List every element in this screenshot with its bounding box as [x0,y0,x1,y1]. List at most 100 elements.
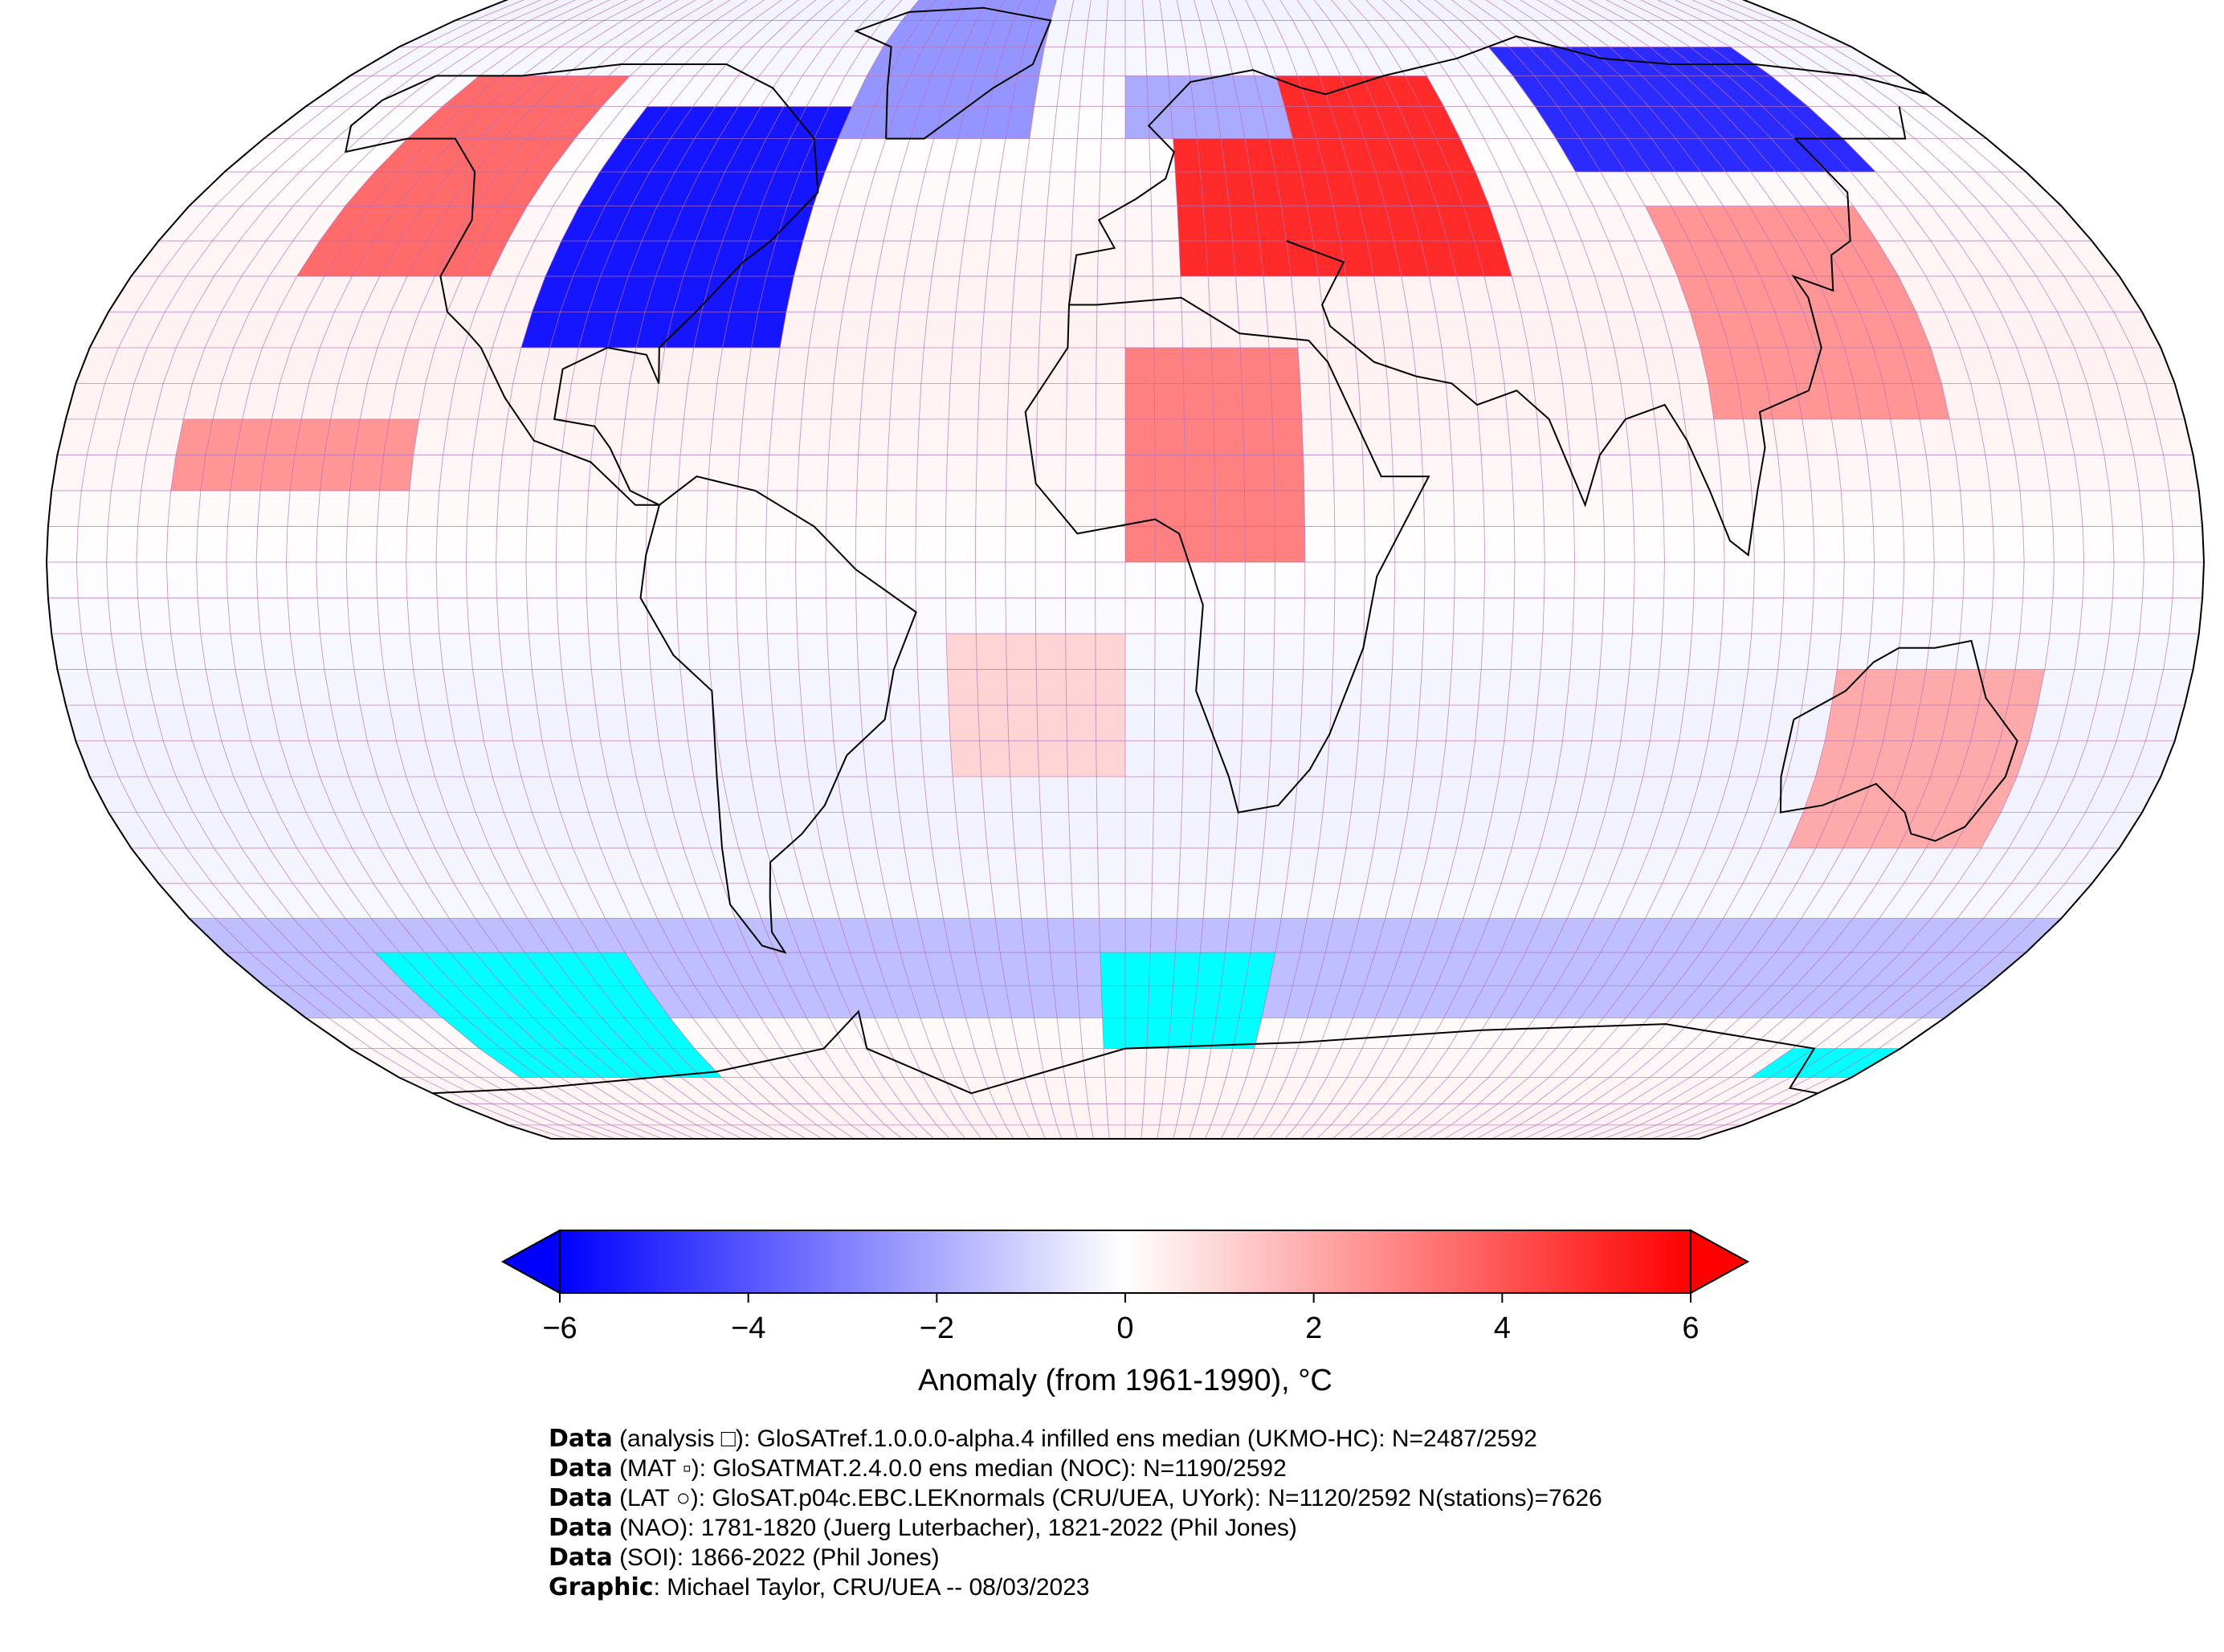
grid-cell [57,669,96,706]
colorbar-extend-max [1690,1229,1750,1295]
grid-cell [1663,75,1717,107]
grid-cell [1184,669,1214,706]
grid-cell [1365,1103,1405,1125]
grid-cell [1629,634,1663,670]
grid-cell [860,705,892,741]
grid-cell [802,1077,847,1104]
grid-cell [533,1018,587,1049]
grid-cell [1221,952,1251,986]
grid-cell [1263,812,1295,848]
grid-cell [696,1103,749,1125]
grid-cell [1413,740,1447,777]
grid-cell [1899,106,1963,139]
grid-cell [571,740,608,777]
grid-cell [1012,812,1043,848]
grid-cell [574,106,625,139]
grid-cell [2022,562,2055,598]
grid-cell [1769,848,1816,883]
grid-cell [1399,1103,1442,1125]
grid-cell [367,347,406,384]
grid-cell [1542,491,1574,527]
grid-cell [78,598,112,634]
graticule-meridian [795,0,950,1139]
grid-cell [1157,1124,1177,1139]
grid-cell [1743,848,1789,883]
grid-cell [278,276,324,312]
grid-cell [492,0,560,21]
grid-cell [646,526,677,562]
grid-cell [1813,526,1845,562]
grid-cell [1100,138,1125,172]
grid-cell [286,526,318,562]
grid-cell [1504,705,1537,741]
grid-cell [324,418,361,455]
grid-cell [616,491,648,527]
grid-cell [565,1048,622,1078]
grid-cell [622,985,671,1018]
grid-cell [797,455,829,491]
grid-cell [1514,562,1545,598]
graticule-meridian [1188,0,1246,1139]
grid-cell [959,241,991,276]
graticule-meridian [1220,0,1306,1139]
grid-cell [1743,241,1789,276]
grid-cell [1173,1124,1194,1139]
grid-cell [362,276,408,312]
grid-cell [1478,418,1512,455]
grid-cell [1006,418,1038,455]
grid-cell [480,206,528,241]
grid-cell [822,20,865,47]
grid-cell [1334,526,1365,562]
grid-cell [1079,75,1104,107]
grid-cell [345,172,400,206]
grid-cell [1871,276,1916,312]
grid-cell [1659,455,1692,491]
grid-cell [1938,952,2002,986]
grid-cell [296,241,347,276]
grid-cell [1474,848,1512,883]
grid-cell [1459,1124,1503,1139]
grid-cell [834,347,867,384]
grid-cell [235,418,272,455]
grid-cell [1404,20,1448,47]
grid-cell [1650,1048,1707,1078]
grid-cell [1318,276,1352,312]
grid-cell [1152,241,1181,276]
grid-cell [1508,952,1551,986]
grid-cell [436,47,500,76]
grid-cell [1275,1018,1308,1049]
grid-cell [1044,883,1074,919]
grid-cell [1098,883,1125,919]
grid-cell [701,276,739,312]
grid-cell [915,526,946,562]
grid-cell [1959,740,2000,777]
grid-cell [1802,669,1838,706]
grid-cell [1850,241,1899,276]
credit-lat: Data (LAT ○): GloSAT.p04c.EBC.LEKnormals… [549,1484,1602,1512]
grid-cell [1252,1124,1280,1139]
grid-cell [2009,883,2066,919]
grid-cell [1605,777,1643,813]
grid-cell [1303,634,1334,670]
graticule-meridian [196,0,631,1139]
grid-cell [1038,347,1068,384]
grid-cell [257,491,291,527]
grid-cell [956,276,988,312]
grid-cell [1199,20,1226,47]
grid-cell [137,491,171,527]
grid-cell [308,740,349,777]
grid-cell [1786,740,1826,777]
grid-cell [262,312,307,348]
grid-cell [397,918,450,952]
grid-cell [678,455,710,491]
grid-cell [957,1103,989,1125]
grid-cell [406,777,447,813]
grid-cell [212,206,267,241]
grid-cell [1341,1018,1376,1049]
grid-cell [1556,75,1604,107]
grid-cell [856,634,888,670]
grid-cell [1013,1103,1040,1125]
grid-cell [2142,562,2174,598]
grid-cell [479,20,549,47]
grid-cell [2079,491,2113,527]
